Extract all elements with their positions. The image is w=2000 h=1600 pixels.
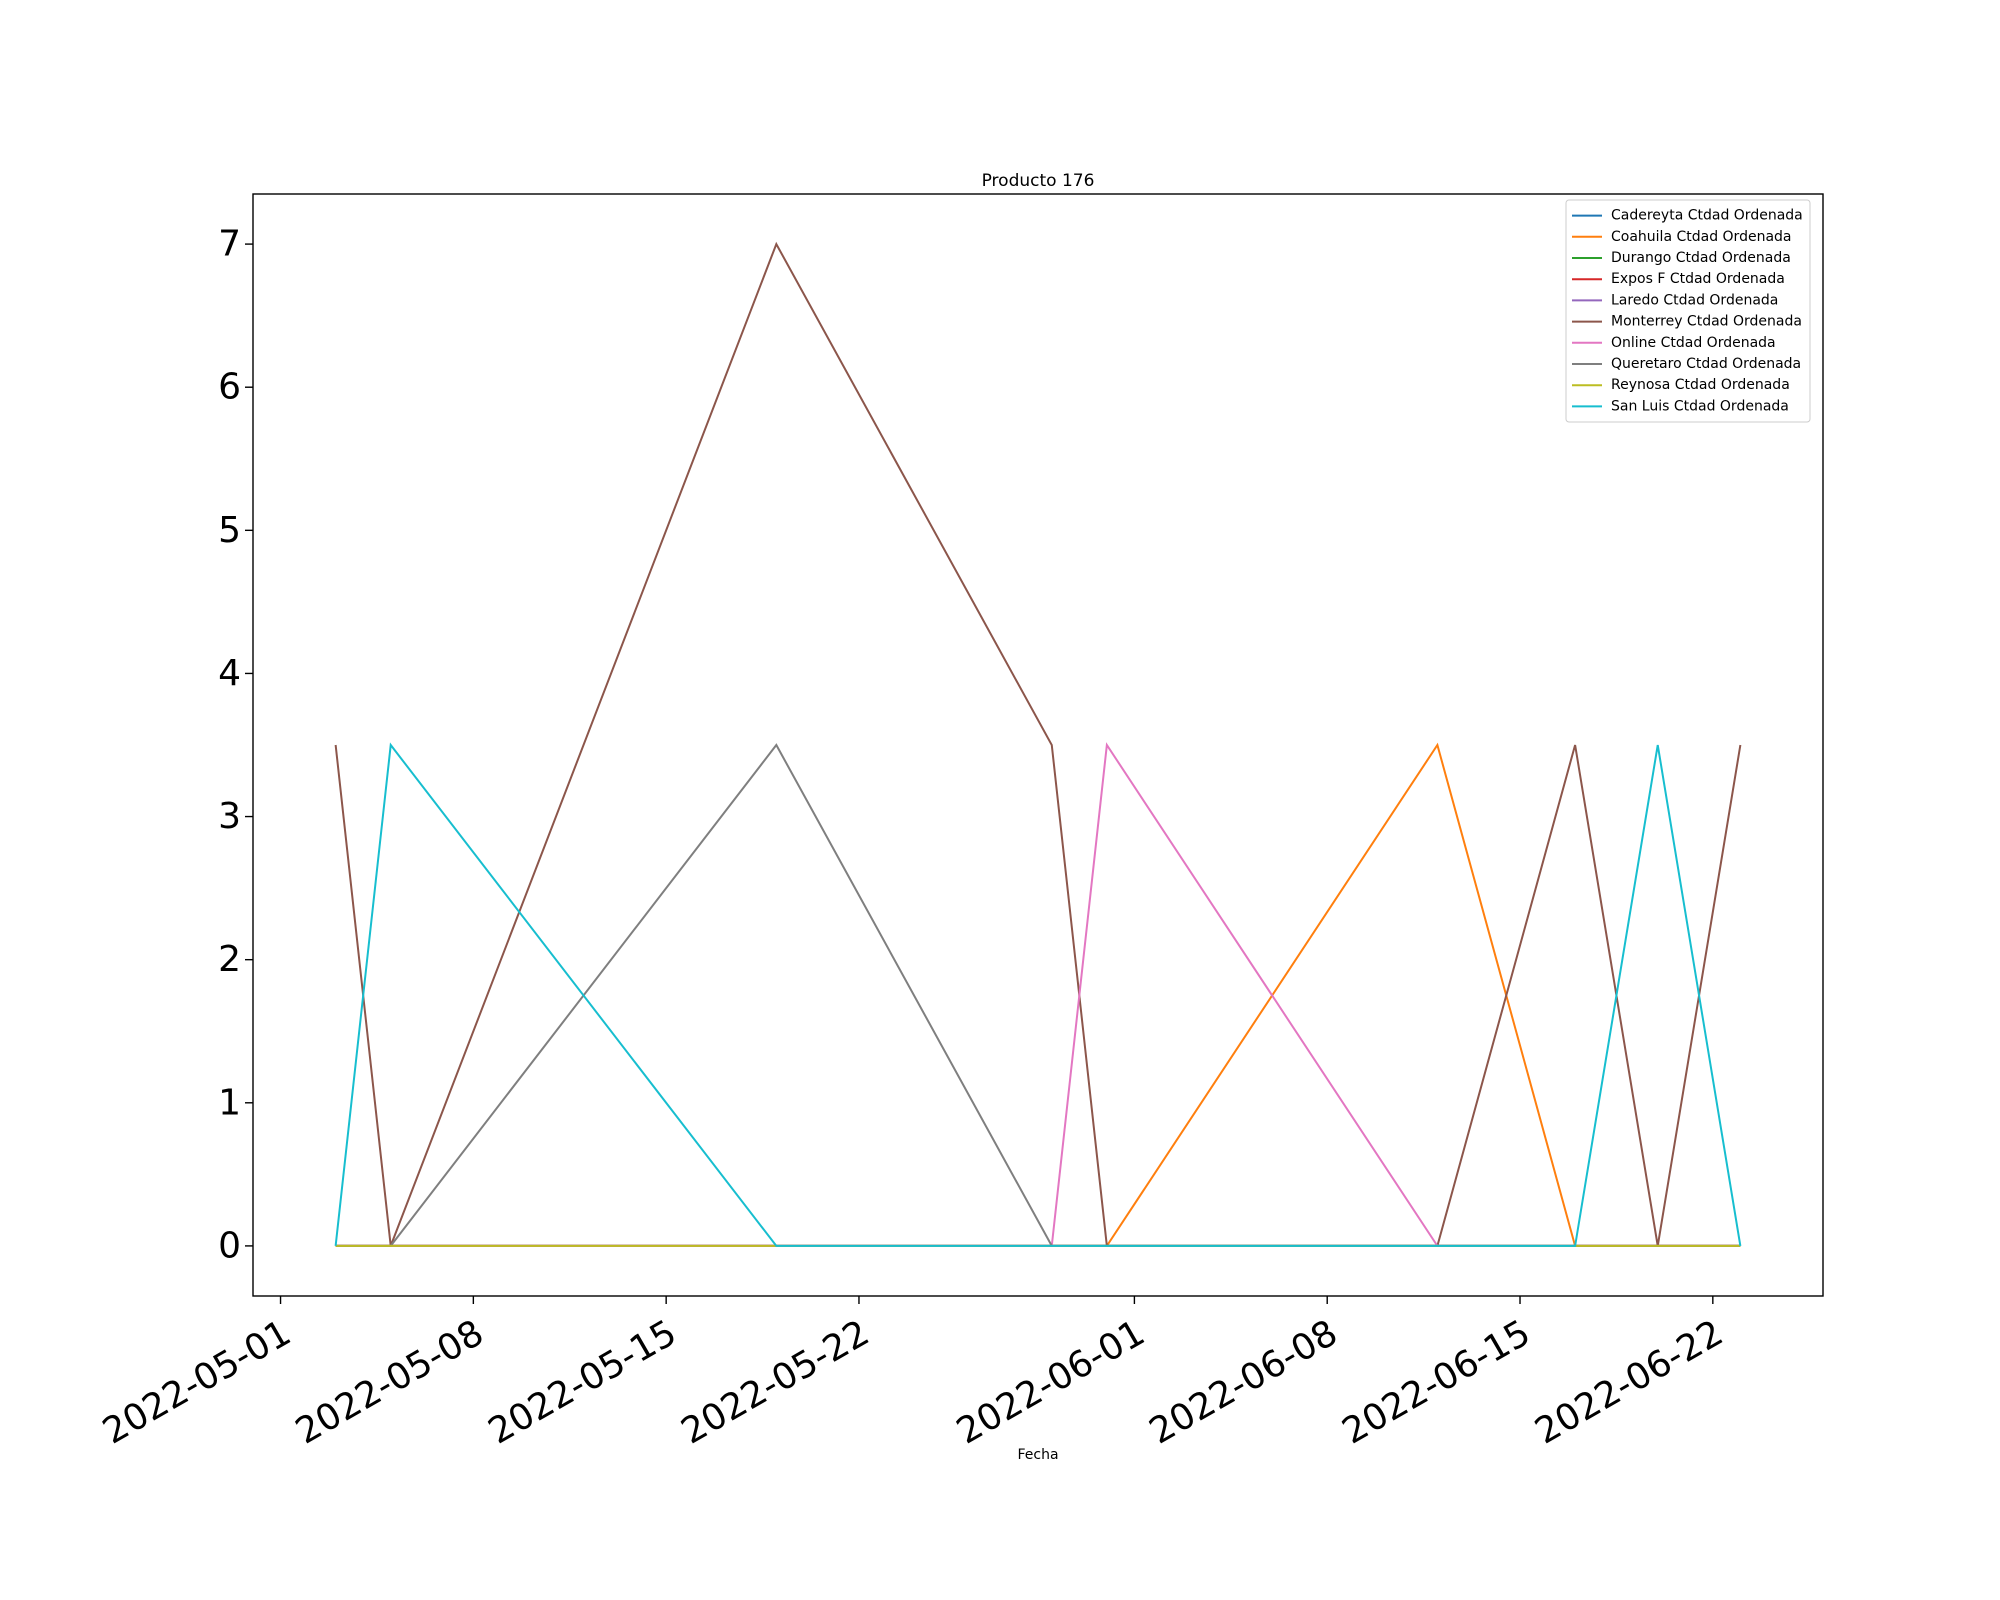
series-line-10 bbox=[334, 742, 1742, 1247]
y-tick-label: 0 bbox=[218, 1225, 241, 1266]
legend-label: Online Ctdad Ordenada bbox=[1611, 335, 1776, 351]
y-tick-label: 4 bbox=[218, 653, 241, 694]
y-tick-label: 2 bbox=[218, 939, 241, 980]
legend-item: Coahuila Ctdad Ordenada bbox=[1572, 229, 1792, 245]
legend-label: Queretaro Ctdad Ordenada bbox=[1611, 356, 1801, 372]
legend-label: Monterrey Ctdad Ordenada bbox=[1611, 314, 1802, 330]
y-tick-label: 6 bbox=[218, 367, 241, 408]
legend-label: Cadereyta Ctdad Ordenada bbox=[1611, 208, 1803, 224]
legend-item: Monterrey Ctdad Ordenada bbox=[1572, 314, 1802, 330]
legend-item: San Luis Ctdad Ordenada bbox=[1572, 398, 1789, 414]
legend-item: Online Ctdad Ordenada bbox=[1572, 335, 1776, 351]
y-tick-label: 7 bbox=[218, 224, 241, 265]
legend-item: Durango Ctdad Ordenada bbox=[1572, 250, 1791, 266]
plot-area bbox=[253, 194, 1823, 1296]
legend-label: Durango Ctdad Ordenada bbox=[1611, 250, 1791, 266]
legend-item: Cadereyta Ctdad Ordenada bbox=[1572, 208, 1803, 224]
series-lines bbox=[334, 241, 1742, 1247]
legend: Cadereyta Ctdad Ordenada Coahuila Ctdad O… bbox=[1565, 199, 1811, 423]
x-axis-label: Fecha bbox=[1017, 1447, 1058, 1463]
legend-item: Reynosa Ctdad Ordenada bbox=[1572, 377, 1790, 393]
legend-item: Laredo Ctdad Ordenada bbox=[1572, 292, 1778, 308]
chart-title: Producto 176 bbox=[982, 171, 1095, 191]
y-tick-label: 1 bbox=[218, 1082, 241, 1123]
legend-frame bbox=[1565, 199, 1811, 423]
legend-label: Laredo Ctdad Ordenada bbox=[1611, 292, 1778, 308]
legend-label: Reynosa Ctdad Ordenada bbox=[1611, 377, 1790, 393]
legend-label: Coahuila Ctdad Ordenada bbox=[1611, 229, 1792, 245]
plot-frame bbox=[252, 193, 1824, 1297]
y-tick-label: 5 bbox=[218, 510, 241, 551]
legend-item: Queretaro Ctdad Ordenada bbox=[1572, 356, 1801, 372]
legend-label: San Luis Ctdad Ordenada bbox=[1611, 398, 1789, 414]
legend-item: Expos F Ctdad Ordenada bbox=[1572, 271, 1785, 287]
legend-label: Expos F Ctdad Ordenada bbox=[1611, 271, 1785, 287]
y-axis: 0 1 2 3 4 5 6 7 bbox=[218, 224, 253, 1266]
y-tick-label: 3 bbox=[218, 796, 241, 837]
